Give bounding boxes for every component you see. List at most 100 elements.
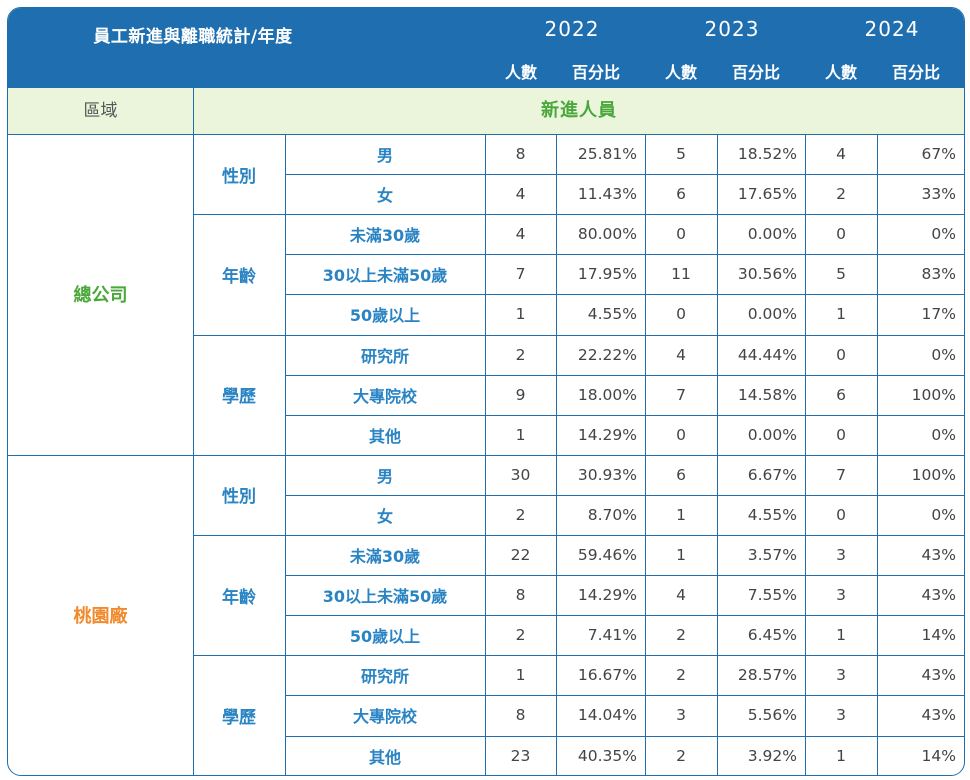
- count-value: 0: [676, 425, 686, 444]
- row-divider: [285, 575, 964, 577]
- percentage-value: 80.00%: [577, 225, 637, 244]
- count-value: 3: [676, 706, 686, 725]
- percentage-value: 6.45%: [747, 626, 797, 645]
- percentage-value: 40.35%: [577, 746, 637, 765]
- percentage-value: 43%: [921, 546, 956, 565]
- count-value: 3: [836, 546, 846, 565]
- count-value: 4: [676, 345, 686, 364]
- row-divider: [285, 735, 964, 737]
- item-label: 其他: [368, 426, 401, 446]
- percentage-value: 18.00%: [577, 385, 637, 404]
- percentage-value: 59.46%: [577, 546, 637, 565]
- count-value: 0: [676, 225, 686, 244]
- count-value: 3: [836, 706, 846, 725]
- count-value: 6: [676, 465, 686, 484]
- percentage-value: 0%: [931, 505, 956, 524]
- percentage-value: 17.95%: [577, 265, 637, 284]
- table-title: 員工新進與離職統計/年度: [93, 27, 293, 47]
- count-value: 3: [836, 586, 846, 605]
- percentage-value: 100%: [911, 385, 956, 404]
- category-divider: [193, 334, 964, 336]
- percentage-value: 43%: [921, 706, 956, 725]
- subheader-row: 區域 新進人員: [8, 88, 964, 135]
- count-value: 4: [515, 225, 526, 244]
- pct-header-2022: 百分比: [571, 63, 620, 82]
- divider: [193, 88, 194, 134]
- percentage-value: 25.81%: [577, 145, 637, 164]
- category-divider: [193, 535, 964, 536]
- percentage-value: 0%: [931, 345, 956, 364]
- column-divider: [717, 134, 718, 775]
- category-label: 學歷: [222, 707, 256, 728]
- percentage-value: 3.57%: [747, 546, 797, 565]
- count-header-2022: 人數: [504, 63, 537, 82]
- table-header: 員工新進與離職統計/年度 2022 2023 2024 人數 百分比 人數 百分…: [8, 8, 964, 88]
- count-value: 5: [836, 265, 846, 284]
- count-value: 8: [515, 706, 526, 725]
- region-label: 桃園廠: [73, 606, 128, 628]
- column-divider: [485, 134, 486, 775]
- year-2022: 2022: [544, 17, 600, 41]
- statistics-table: 員工新進與離職統計/年度 2022 2023 2024 人數 百分比 人數 百分…: [7, 7, 965, 776]
- count-value: 1: [836, 626, 846, 645]
- row-divider: [285, 254, 964, 256]
- percentage-value: 17.65%: [737, 185, 797, 204]
- category-label: 性別: [222, 487, 256, 508]
- count-header-2023: 人數: [664, 63, 697, 82]
- percentage-value: 7.55%: [747, 586, 797, 605]
- count-value: 1: [676, 546, 686, 565]
- percentage-value: 17%: [921, 305, 956, 324]
- count-value: 2: [676, 746, 686, 765]
- item-label: 男: [376, 146, 393, 166]
- count-value: 22: [510, 546, 531, 565]
- row-divider: [285, 414, 964, 416]
- region-divider: [8, 454, 964, 456]
- item-label: 其他: [368, 747, 401, 767]
- row-divider: [285, 294, 964, 296]
- percentage-value: 16.67%: [577, 666, 637, 685]
- percentage-value: 6.67%: [747, 465, 797, 484]
- count-value: 1: [836, 305, 846, 324]
- percentage-value: 30.93%: [577, 465, 637, 484]
- count-value: 5: [676, 145, 686, 164]
- percentage-value: 7.41%: [587, 626, 637, 645]
- count-value: 1: [515, 425, 526, 444]
- category-label: 學歷: [222, 387, 256, 408]
- region-label: 總公司: [73, 285, 128, 307]
- count-value: 23: [510, 746, 531, 765]
- count-value: 1: [515, 305, 526, 324]
- count-value: 2: [836, 185, 846, 204]
- count-value: 2: [676, 626, 686, 645]
- count-value: 1: [515, 666, 526, 685]
- count-value: 1: [676, 505, 686, 524]
- count-value: 7: [676, 385, 686, 404]
- count-value: 2: [515, 505, 526, 524]
- item-label: 50歲以上: [349, 627, 421, 647]
- year-2023: 2023: [704, 17, 760, 41]
- count-value: 0: [836, 505, 846, 524]
- item-label: 女: [376, 186, 393, 206]
- item-label: 未滿30歲: [349, 226, 421, 246]
- column-divider: [877, 134, 878, 775]
- item-label: 30以上未滿50歲: [322, 587, 448, 607]
- percentage-value: 22.22%: [577, 345, 637, 364]
- count-value: 7: [836, 465, 846, 484]
- row-divider: [285, 494, 964, 496]
- count-value: 8: [515, 586, 526, 605]
- percentage-value: 3.92%: [747, 746, 797, 765]
- count-value: 9: [515, 385, 526, 404]
- item-label: 研究所: [360, 667, 409, 687]
- count-value: 11: [671, 265, 691, 284]
- count-value: 30: [510, 465, 531, 484]
- category-divider: [193, 214, 964, 216]
- count-value: 2: [515, 626, 526, 645]
- count-value: 0: [836, 425, 846, 444]
- row-divider: [285, 374, 964, 376]
- percentage-value: 4.55%: [747, 505, 797, 524]
- percentage-value: 33%: [921, 185, 956, 204]
- count-header-2024: 人數: [824, 63, 857, 82]
- item-label: 未滿30歲: [349, 547, 421, 567]
- item-label: 50歲以上: [349, 306, 421, 326]
- count-value: 1: [836, 746, 846, 765]
- percentage-value: 5.56%: [747, 706, 797, 725]
